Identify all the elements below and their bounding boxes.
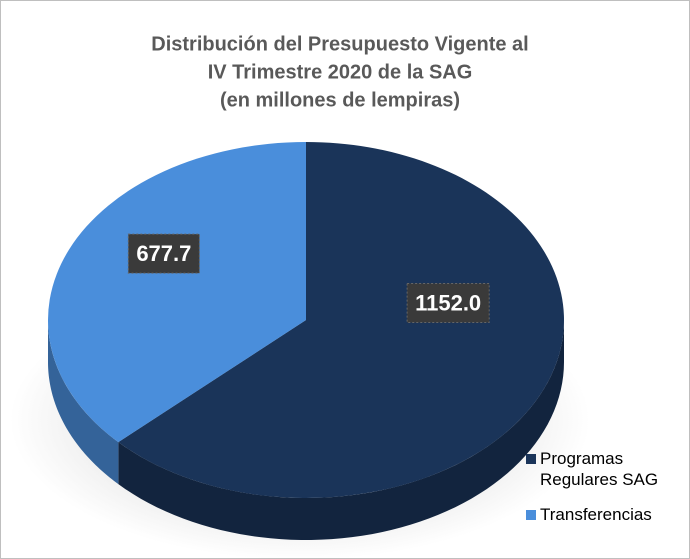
legend-item: Transferencias <box>526 504 686 525</box>
data-label: 677.7 <box>136 241 191 266</box>
legend: Programas Regulares SAG Transferencias <box>526 448 686 539</box>
legend-swatch <box>526 510 536 520</box>
chart-title: (en millones de lempiras) <box>220 89 460 111</box>
legend-label: Programas Regulares SAG <box>540 449 659 489</box>
legend-swatch <box>526 454 536 464</box>
chart-title: IV Trimestre 2020 de la SAG <box>208 61 473 83</box>
legend-item: Programas Regulares SAG <box>526 448 686 490</box>
pie-slice <box>118 142 564 498</box>
pie-side <box>48 320 119 485</box>
pie-slice <box>48 142 307 443</box>
legend-label: Transferencias <box>540 505 652 524</box>
pie-side <box>118 320 565 540</box>
data-label-box <box>406 282 490 323</box>
chart-title: Distribución del Presupuesto Vigente al <box>151 33 529 55</box>
data-label-box <box>127 233 200 274</box>
data-label: 1152.0 <box>415 290 481 315</box>
